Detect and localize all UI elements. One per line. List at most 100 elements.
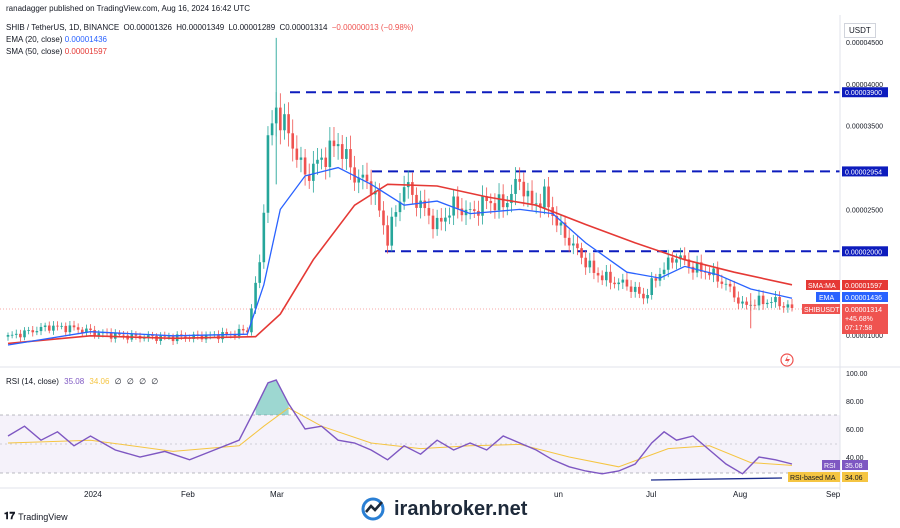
candle-body [675, 259, 678, 263]
candle-body [64, 325, 68, 333]
price-tick-label: 0.00004500 [846, 40, 883, 47]
rsi-legend-ma: 34.06 [89, 377, 110, 386]
symbol-change: −0.00000013 (−0.98%) [331, 23, 414, 32]
candle-body [47, 325, 51, 331]
candle-body [567, 237, 571, 246]
price-tick-label: 0.00004000 [846, 82, 883, 89]
candle-body [530, 190, 534, 204]
candle-body [262, 212, 266, 263]
rsi-badge: RSI 35.08 [822, 460, 868, 470]
candle-body [662, 269, 666, 275]
candle-body [419, 200, 422, 208]
candle-body [444, 217, 447, 222]
candle-body [299, 157, 303, 160]
x-tick-sep: Sep [826, 490, 841, 499]
candle-body [543, 186, 546, 208]
candle-body [728, 283, 732, 287]
price-tick-labels: 0.00004500 0.00004000 0.00003500 0.00002500… [846, 40, 883, 340]
candle-body [97, 333, 101, 336]
candle-body [786, 304, 790, 308]
symbol-legend[interactable]: SHIB / TetherUS, 1D, BINANCE O0.00001326… [6, 23, 416, 32]
level-badge-bg [842, 246, 888, 257]
sma-50-line [7, 183, 793, 345]
candle-body [431, 215, 435, 230]
ema-legend[interactable]: EMA (20, close) 0.00001436 [6, 35, 107, 44]
currency-selector[interactable]: USDT [844, 23, 876, 38]
candle-body [435, 217, 439, 230]
candle-body [691, 266, 695, 273]
candle-body [349, 149, 352, 168]
rsi-ma-badge: RSI-based MA 34.06 [788, 472, 868, 482]
level-badge-label: 0.00002954 [845, 169, 882, 176]
candle-body [369, 181, 373, 195]
candle-body [683, 255, 687, 260]
symbol-close: C0.00001314 [279, 23, 328, 32]
rsi-legend-value: 35.08 [64, 377, 85, 386]
candle-body [765, 302, 769, 305]
sma-legend-name: SMA (50, close) [6, 47, 63, 56]
candle-body [724, 283, 728, 285]
candle-body [633, 286, 637, 292]
candle-body [192, 334, 195, 339]
ema-badge: EMA 0.00001436 [816, 292, 888, 302]
candle-body [654, 278, 658, 281]
candle-body [324, 157, 328, 167]
candle-body [340, 144, 344, 159]
candle-body [481, 196, 484, 216]
candle-body [427, 208, 431, 216]
watermark-text: iranbroker.net [394, 497, 528, 520]
candle-body [76, 327, 80, 330]
candle-body [221, 332, 224, 340]
candle-body [642, 293, 645, 299]
candle-body [534, 203, 538, 205]
sma-badge-name: SMA:MA [808, 283, 836, 290]
sma-badge-name-bg [806, 280, 840, 290]
candle-body [52, 325, 55, 331]
sma-legend-value: 0.00001597 [64, 47, 107, 56]
candle-body [737, 297, 740, 304]
price-tick-label: 0.00001000 [846, 333, 883, 340]
candle-body [31, 330, 35, 333]
candle-body [307, 174, 311, 181]
tradingview-footer[interactable]: 𝟏𝟕 TradingView [4, 511, 68, 522]
candle-body [757, 295, 761, 306]
price-pane [0, 37, 840, 346]
rsi-legend[interactable]: RSI (14, close) 35.08 34.06 ∅ ∅ ∅ ∅ [6, 377, 161, 386]
candle-body [258, 262, 262, 283]
rsi-badge-value: 35.08 [845, 463, 863, 470]
rsi-ma-line [7, 407, 793, 468]
candle-body [386, 225, 389, 246]
candle-body [43, 325, 47, 327]
candle-body [774, 297, 777, 303]
x-tick-2024: 2024 [84, 490, 102, 499]
sma-legend[interactable]: SMA (50, close) 0.00001597 [6, 47, 107, 56]
candle-body [580, 248, 583, 258]
symbol-badge-value: 0.00001314 [845, 307, 882, 314]
candle-body [671, 257, 674, 263]
candle-body [646, 294, 649, 299]
lightning-icon[interactable] [780, 353, 794, 367]
right-axis: 0.00004500 0.00004000 0.00003500 0.00002500… [788, 15, 888, 490]
rsi-badge-value-bg [842, 460, 868, 470]
candle-body [390, 216, 394, 246]
candle-body [600, 275, 604, 281]
candle-body [142, 337, 146, 339]
rsi-legend-name: RSI (14, close) [6, 377, 59, 386]
candle-body [266, 135, 270, 213]
candle-body [39, 326, 43, 332]
symbol-badge-name: SHIBUSDT [804, 307, 840, 314]
candle-body [666, 257, 670, 270]
candle-body [629, 286, 633, 292]
x-tick-jul: Jul [646, 490, 656, 499]
tradingview-logo-icon: 𝟏𝟕 [4, 511, 16, 522]
symbol-badge: SHIBUSDT 0.00001314 +45.68% 07:17:58 [802, 304, 888, 334]
sma-badge-value-bg [842, 280, 888, 290]
candle-body [448, 215, 451, 218]
candle-body [547, 186, 550, 208]
level-badge-bg [842, 87, 888, 98]
candle-body [415, 194, 418, 208]
x-axis: 2024 Feb Mar un Jul Aug Sep [0, 487, 841, 499]
candle-body [650, 278, 654, 295]
candle-body [303, 157, 307, 175]
